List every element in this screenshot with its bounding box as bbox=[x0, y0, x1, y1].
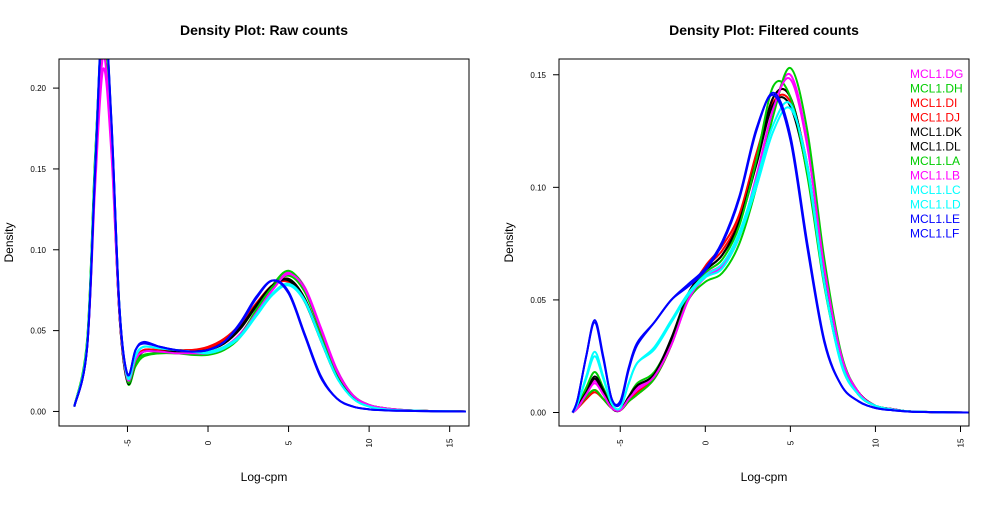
x-tick-label: 0 bbox=[701, 440, 710, 445]
density-line-series-10 bbox=[73, 59, 466, 413]
x-tick-label: 5 bbox=[285, 440, 294, 445]
plot-panel-2: Density Plot: Filtered counts Log-cpm Dens… bbox=[502, 22, 970, 484]
legend: MCL1.DGMCL1.DHMCL1.DIMCL1.DJMCL1.DKMCL1.… bbox=[910, 67, 963, 241]
x-axis-label: Log-cpm bbox=[741, 470, 788, 484]
legend-entry: MCL1.LE bbox=[910, 212, 960, 226]
y-axis-label: Density bbox=[502, 222, 516, 262]
legend-entry: MCL1.DH bbox=[910, 82, 963, 96]
legend-entry: MCL1.LF bbox=[910, 227, 959, 241]
y-tick-label: 0.05 bbox=[530, 296, 546, 305]
x-tick-label: 10 bbox=[365, 438, 374, 447]
chart-title: Density Plot: Raw counts bbox=[180, 22, 348, 38]
chart-title: Density Plot: Filtered counts bbox=[669, 22, 859, 38]
y-tick-label: 0.00 bbox=[530, 408, 546, 417]
x-tick-label: 5 bbox=[786, 440, 795, 445]
density-curves bbox=[73, 59, 466, 413]
x-tick-label: 10 bbox=[871, 438, 880, 447]
x-tick-label: 15 bbox=[956, 438, 965, 447]
y-tick-label: 0.10 bbox=[530, 183, 546, 192]
legend-entry: MCL1.DI bbox=[910, 96, 957, 110]
y-tick-label: 0.00 bbox=[30, 407, 46, 416]
legend-entry: MCL1.LD bbox=[910, 198, 961, 212]
density-line-series-4 bbox=[73, 59, 466, 413]
plot-box bbox=[558, 58, 970, 427]
x-tick-label: 0 bbox=[204, 440, 213, 445]
density-line-series-9 bbox=[73, 59, 466, 413]
density-line-mcl1-ld bbox=[571, 101, 969, 414]
density-line-series-11 bbox=[73, 59, 466, 413]
density-line-series-5 bbox=[73, 59, 466, 413]
x-tick-label: 15 bbox=[446, 438, 455, 447]
legend-entry: MCL1.LA bbox=[910, 154, 960, 168]
y-tick-label: 0.15 bbox=[530, 71, 546, 80]
density-line-series-6 bbox=[73, 59, 466, 413]
density-line-mcl1-lf bbox=[571, 94, 969, 414]
legend-entry: MCL1.DG bbox=[910, 67, 963, 81]
x-tick-label: -5 bbox=[123, 439, 132, 447]
density-line-series-12 bbox=[73, 59, 466, 413]
plot-box bbox=[58, 58, 470, 427]
x-axis-label: Log-cpm bbox=[241, 470, 288, 484]
density-line-series-2 bbox=[73, 59, 466, 413]
density-curves bbox=[571, 66, 969, 414]
plot-panel-1: Density Plot: Raw counts Log-cpm Density -5… bbox=[2, 22, 470, 484]
legend-entry: MCL1.LB bbox=[910, 169, 960, 183]
density-line-series-7 bbox=[73, 59, 466, 413]
legend-entry: MCL1.DJ bbox=[910, 111, 960, 125]
y-tick-label: 0.20 bbox=[30, 84, 46, 93]
y-tick-label: 0.10 bbox=[30, 246, 46, 255]
y-tick-label: 0.15 bbox=[30, 165, 46, 174]
legend-entry: MCL1.DL bbox=[910, 140, 961, 154]
x-tick-label: -5 bbox=[616, 439, 625, 447]
y-axis-label: Density bbox=[2, 222, 16, 262]
y-tick-label: 0.05 bbox=[30, 327, 46, 336]
legend-entry: MCL1.DK bbox=[910, 125, 962, 139]
legend-entry: MCL1.LC bbox=[910, 183, 961, 197]
density-line-series-3 bbox=[73, 59, 466, 413]
